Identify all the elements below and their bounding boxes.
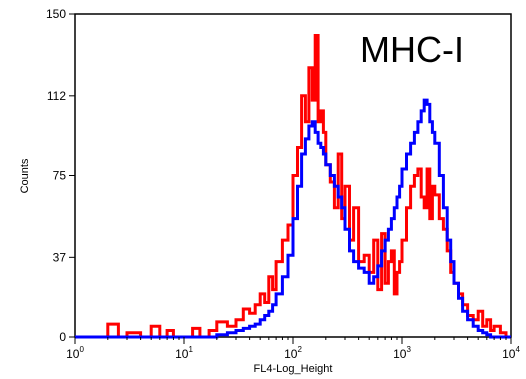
y-tick-label: 0 [59, 330, 66, 344]
x-tick-base: 10 [284, 347, 298, 361]
series-red-line [75, 34, 511, 339]
x-tick-label: 100 [66, 345, 84, 361]
x-tick-base: 10 [66, 347, 80, 361]
y-tick-label: 75 [53, 169, 67, 183]
x-tick-exponent: 1 [188, 345, 193, 354]
y-axis-title: Counts [19, 158, 31, 193]
x-tick-label: 103 [393, 345, 411, 361]
x-tick-base: 10 [502, 347, 516, 361]
x-tick-label: 101 [175, 345, 193, 361]
marker-annotation: MHC-I [360, 29, 464, 70]
x-tick-label: 104 [502, 345, 520, 361]
x-axis-ticks: 100 101 102 103 104 [66, 337, 520, 361]
x-tick-label: 102 [284, 345, 302, 361]
x-tick-base: 10 [393, 347, 407, 361]
y-tick-label: 112 [47, 89, 66, 103]
y-axis-ticks: 0 37 75 112 150 [46, 7, 75, 344]
y-tick-label: 37 [53, 250, 67, 264]
y-tick-label: 150 [46, 7, 66, 21]
x-tick-exponent: 3 [406, 345, 411, 354]
x-tick-exponent: 0 [79, 345, 84, 354]
series-layer [75, 34, 511, 339]
x-tick-exponent: 2 [297, 345, 302, 354]
x-axis-title: FL4-Log_Height [254, 363, 333, 375]
x-tick-base: 10 [175, 347, 189, 361]
series-blue-line [75, 98, 511, 339]
x-tick-exponent: 4 [515, 345, 520, 354]
